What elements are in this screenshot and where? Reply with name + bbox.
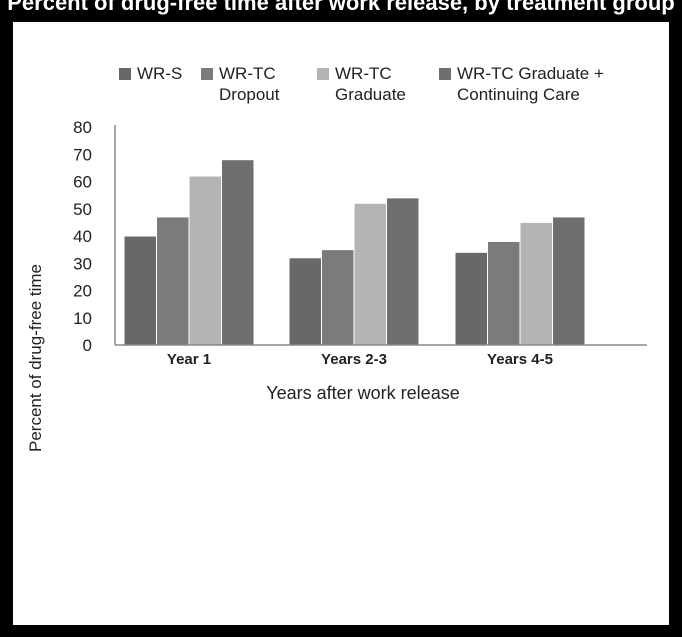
- figure-title: Percent of drug-free time after work rel…: [7, 0, 675, 15]
- y-axis-title: Percent of drug-free time: [26, 264, 45, 452]
- bar-2-2: [519, 221, 553, 346]
- legend-label: WR-TC Graduate + Continuing Care: [457, 64, 604, 104]
- y-tick-label: 60: [73, 173, 92, 192]
- bar-1-0: [288, 257, 322, 346]
- x-tick-label: Years 4-5: [487, 351, 553, 368]
- legend-label: WR-TC Graduate: [335, 64, 406, 104]
- title-bar: Percent of drug-free time after work rel…: [0, 0, 682, 22]
- bar-chart: WR-S WR-TC Dropout WR-TC Graduate WR-TC Gradu…: [26, 64, 647, 452]
- x-tick-label: Year 1: [167, 351, 211, 368]
- y-tick-label: 50: [73, 200, 92, 219]
- y-tick-label: 0: [83, 336, 92, 355]
- bar-0-1: [156, 216, 190, 346]
- y-axis: 0 10 20 30 40 50 60 70 80: [73, 118, 116, 355]
- x-tick-label: Years 2-3: [321, 351, 387, 368]
- legend-label: WR-TC Dropout: [219, 64, 280, 104]
- y-tick-label: 20: [73, 282, 92, 301]
- bars-group: [123, 159, 586, 346]
- legend-label: WR-S: [137, 64, 182, 83]
- bar-1-2: [353, 202, 387, 346]
- chart-panel: WR-S WR-TC Dropout WR-TC Graduate WR-TC Gradu…: [13, 22, 669, 625]
- bar-2-3: [552, 216, 586, 346]
- bar-0-0: [123, 235, 157, 346]
- bar-1-3: [386, 197, 420, 346]
- bar-2-0: [454, 251, 488, 346]
- legend-swatch: [317, 68, 329, 80]
- x-axis: Year 1 Years 2-3 Years 4-5: [115, 344, 647, 368]
- y-tick-label: 40: [73, 227, 92, 246]
- y-tick-label: 10: [73, 309, 92, 328]
- legend-swatch: [439, 68, 451, 80]
- bar-2-1: [487, 240, 521, 346]
- y-tick-label: 30: [73, 254, 92, 273]
- bar-1-1: [321, 249, 355, 346]
- legend-swatch: [119, 68, 131, 80]
- y-tick-label: 80: [73, 118, 92, 137]
- y-tick-label: 70: [73, 145, 92, 164]
- bar-0-3: [221, 159, 255, 346]
- legend: WR-S WR-TC Dropout WR-TC Graduate WR-TC Gradu…: [119, 64, 604, 104]
- x-axis-title: Years after work release: [266, 383, 459, 403]
- legend-swatch: [201, 68, 213, 80]
- bar-0-2: [188, 175, 222, 346]
